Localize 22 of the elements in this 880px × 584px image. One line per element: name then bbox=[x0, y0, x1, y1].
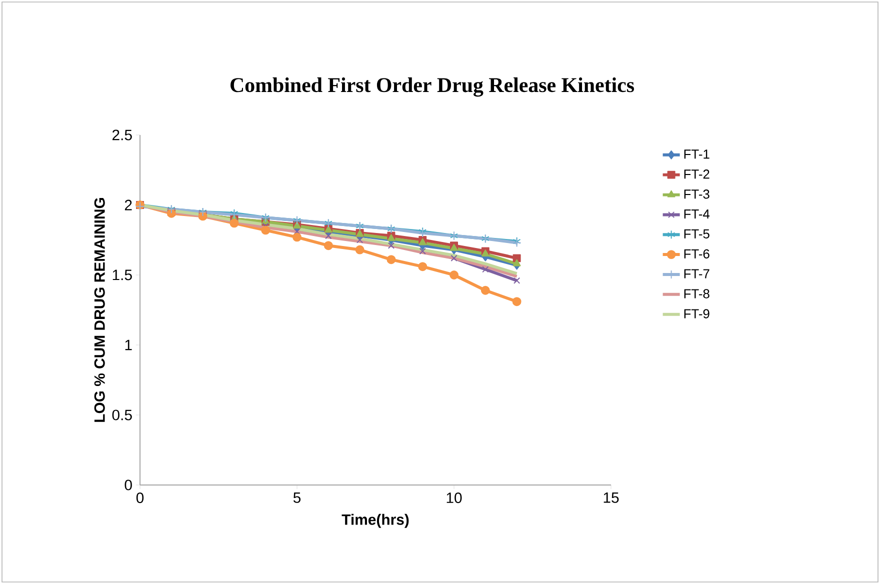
y-tick-label: 2.5 bbox=[112, 130, 132, 140]
y-axis-title: LOG % CUM DRUG REMAINING bbox=[94, 198, 105, 422]
legend-label: FT-7 bbox=[684, 269, 710, 278]
y-tick-label: 1 bbox=[125, 340, 132, 350]
x-tick-label: 5 bbox=[293, 492, 301, 503]
y-tick-label: 2 bbox=[124, 200, 132, 210]
legend-label: FT-9 bbox=[684, 309, 710, 318]
legend-label: FT-2 bbox=[684, 170, 710, 179]
y-tick-label: 1.5 bbox=[112, 270, 132, 280]
x-tick-label: 0 bbox=[136, 492, 144, 504]
x-tick-label: 10 bbox=[446, 492, 462, 504]
legend-label: FT-3 bbox=[684, 190, 710, 199]
legend-label: FT-6 bbox=[684, 249, 710, 258]
x-tick-label: 15 bbox=[604, 492, 619, 503]
x-axis-title: Time(hrs) bbox=[342, 514, 409, 528]
legend-label: FT-5 bbox=[684, 229, 710, 238]
y-tick-label: 0.5 bbox=[112, 410, 132, 420]
legend-label: FT-1 bbox=[684, 150, 710, 159]
chart-title: Combined First Order Drug Release Kinetics bbox=[230, 77, 634, 97]
y-tick-label: 0 bbox=[124, 480, 132, 490]
legend-label: FT-4 bbox=[684, 210, 710, 218]
legend-label: FT-8 bbox=[684, 289, 710, 298]
